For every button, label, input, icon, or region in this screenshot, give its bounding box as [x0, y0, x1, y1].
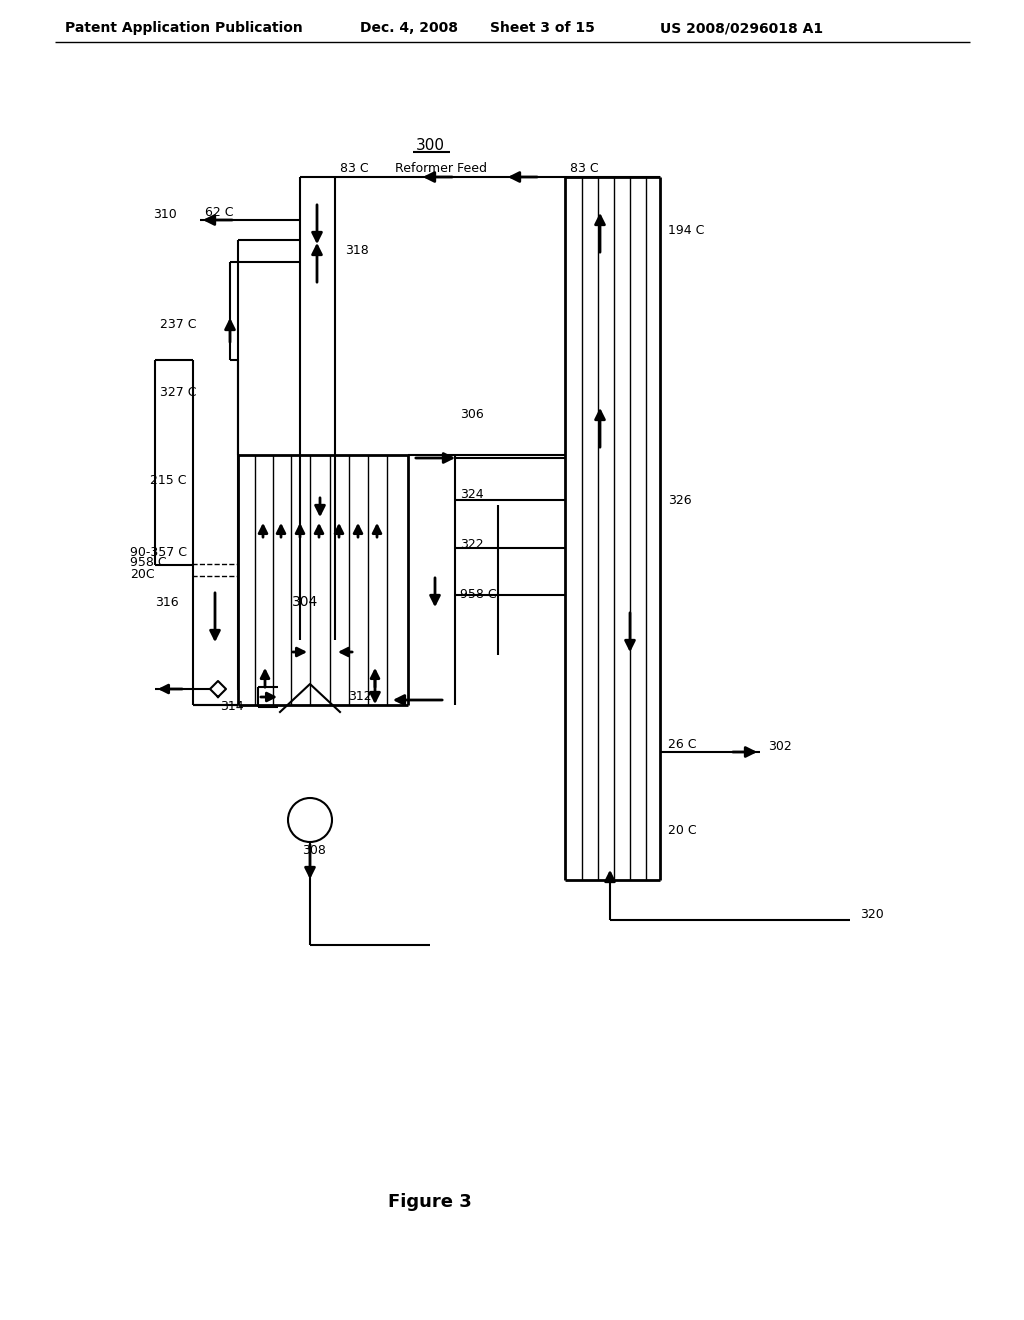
Text: 958 C: 958 C [460, 589, 497, 602]
Text: 62 C: 62 C [205, 206, 233, 219]
Text: 306: 306 [460, 408, 483, 421]
Text: 318: 318 [345, 243, 369, 256]
Text: 20 C: 20 C [668, 824, 696, 837]
Text: 300: 300 [416, 137, 444, 153]
Text: Dec. 4, 2008: Dec. 4, 2008 [360, 21, 458, 36]
Text: 320: 320 [860, 908, 884, 921]
Text: 324: 324 [460, 488, 483, 502]
Text: 90-357 C: 90-357 C [130, 545, 187, 558]
Text: 316: 316 [155, 595, 178, 609]
Text: 302: 302 [768, 741, 792, 754]
Text: 83 C: 83 C [340, 162, 369, 176]
Text: 327 C: 327 C [160, 385, 197, 399]
Text: 83 C: 83 C [570, 162, 599, 176]
Text: 958 C: 958 C [130, 556, 167, 569]
Text: Figure 3: Figure 3 [388, 1193, 472, 1210]
Text: 314: 314 [220, 701, 244, 714]
Text: Reformer Feed: Reformer Feed [395, 162, 487, 176]
Text: 312: 312 [348, 690, 372, 704]
Text: 26 C: 26 C [668, 738, 696, 751]
Text: 310: 310 [153, 209, 177, 222]
Text: 304: 304 [292, 595, 318, 609]
Text: 237 C: 237 C [160, 318, 197, 331]
Text: 194 C: 194 C [668, 223, 705, 236]
Text: 322: 322 [460, 539, 483, 552]
Text: Patent Application Publication: Patent Application Publication [65, 21, 303, 36]
Text: 20C: 20C [130, 568, 155, 581]
Text: 326: 326 [668, 494, 691, 507]
Text: Sheet 3 of 15: Sheet 3 of 15 [490, 21, 595, 36]
Text: 308: 308 [302, 843, 326, 857]
Text: US 2008/0296018 A1: US 2008/0296018 A1 [660, 21, 823, 36]
Text: 215 C: 215 C [150, 474, 186, 487]
